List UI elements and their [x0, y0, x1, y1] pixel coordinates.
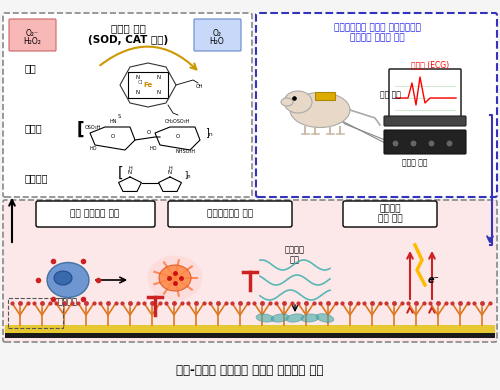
Text: S: S	[118, 114, 121, 119]
Bar	[5, 325, 495, 335]
Text: N: N	[136, 75, 140, 80]
Text: HO: HO	[150, 146, 158, 151]
Text: e⁻: e⁻	[428, 275, 440, 285]
Text: 생체전기신호 기록용 전극으로서의
안정적인 장기적 성능: 생체전기신호 기록용 전극으로서의 안정적인 장기적 성능	[334, 23, 420, 43]
Text: H: H	[168, 165, 172, 170]
FancyBboxPatch shape	[256, 13, 497, 197]
Text: Cl: Cl	[138, 80, 142, 85]
Bar	[315, 92, 335, 100]
Text: N: N	[156, 75, 160, 80]
FancyBboxPatch shape	[3, 200, 497, 342]
Text: N: N	[128, 170, 132, 176]
Text: OSO₃H: OSO₃H	[85, 125, 102, 130]
Text: 상처조직
형성: 상처조직 형성	[285, 245, 305, 265]
Text: 심전도 (ECG): 심전도 (ECG)	[411, 60, 449, 69]
Text: O₂⁻: O₂⁻	[26, 28, 38, 37]
Text: OH: OH	[196, 84, 203, 89]
Text: O: O	[176, 135, 180, 140]
Text: N: N	[156, 90, 160, 94]
FancyBboxPatch shape	[384, 130, 466, 154]
FancyBboxPatch shape	[389, 69, 461, 121]
Text: NHSO₃H: NHSO₃H	[175, 149, 195, 154]
FancyBboxPatch shape	[384, 116, 466, 126]
Ellipse shape	[148, 255, 203, 301]
Text: [: [	[77, 121, 84, 139]
Text: N: N	[136, 90, 140, 94]
Ellipse shape	[159, 265, 191, 291]
Ellipse shape	[290, 92, 350, 128]
Ellipse shape	[47, 262, 89, 298]
Text: 산화 스트레스 감소: 산화 스트레스 감소	[70, 209, 120, 218]
Text: H₂O₂: H₂O₂	[23, 37, 41, 46]
Ellipse shape	[286, 314, 304, 323]
Text: ]ₙ: ]ₙ	[205, 127, 213, 137]
FancyBboxPatch shape	[343, 201, 437, 227]
Ellipse shape	[54, 271, 72, 285]
Ellipse shape	[257, 312, 273, 324]
FancyBboxPatch shape	[194, 19, 241, 51]
FancyBboxPatch shape	[168, 201, 292, 227]
Ellipse shape	[272, 313, 288, 323]
Text: 데이터 수집: 데이터 수집	[402, 158, 428, 167]
Text: 대식세포: 대식세포	[58, 298, 78, 307]
Text: N: N	[168, 170, 172, 176]
Text: 이물면역반응 완화: 이물면역반응 완화	[207, 209, 253, 218]
Text: 헤민: 헤민	[25, 63, 37, 73]
Text: ]ₙ: ]ₙ	[184, 170, 190, 179]
Text: 신호 기록: 신호 기록	[380, 90, 401, 99]
Text: 항산화 활성
(SOD, CAT 기작): 항산화 활성 (SOD, CAT 기작)	[88, 23, 168, 44]
Text: O: O	[147, 130, 151, 135]
Text: 헤파린: 헤파린	[25, 123, 42, 133]
Text: HO: HO	[90, 146, 98, 151]
FancyBboxPatch shape	[9, 19, 56, 51]
Text: HN: HN	[110, 119, 118, 124]
FancyBboxPatch shape	[3, 13, 252, 197]
Text: 헤민-헤파린 접합체가 도입된 폴리피롤 전극: 헤민-헤파린 접합체가 도입된 폴리피롤 전극	[176, 363, 324, 376]
Text: Fe: Fe	[144, 82, 152, 88]
Text: H₂O: H₂O	[210, 37, 224, 46]
Text: [: [	[118, 166, 124, 180]
FancyBboxPatch shape	[36, 201, 155, 227]
Text: H: H	[128, 165, 132, 170]
Ellipse shape	[302, 313, 318, 323]
Bar	[5, 333, 495, 338]
Ellipse shape	[281, 98, 293, 106]
Bar	[8, 298, 63, 328]
Text: O: O	[111, 135, 115, 140]
Ellipse shape	[284, 91, 312, 113]
Text: 폴리피롤: 폴리피롤	[25, 173, 48, 183]
Text: O₂: O₂	[212, 28, 222, 37]
Text: 효과적인
신호 전달: 효과적인 신호 전달	[378, 204, 402, 224]
Text: CH₂OSO₃H: CH₂OSO₃H	[165, 119, 190, 124]
Ellipse shape	[317, 312, 333, 324]
